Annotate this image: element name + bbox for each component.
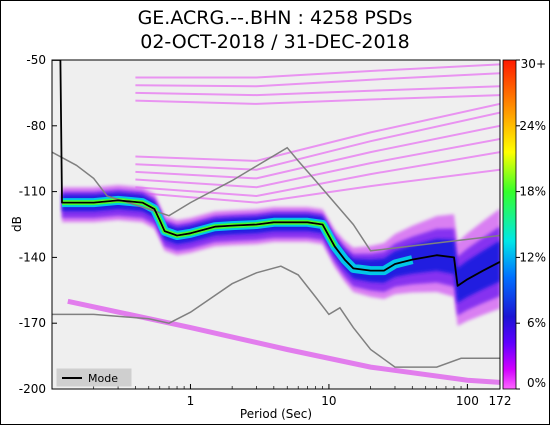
y-tick-label: -140 [19, 250, 46, 264]
legend-box [56, 368, 132, 387]
colorbar: 30+ 24% 18% 12% 6% 0% [502, 57, 546, 390]
high-noise-model-line [52, 146, 500, 252]
plot-frame [51, 59, 501, 390]
colorbar-tick-label: 18% [519, 185, 546, 199]
low-noise-model-line [52, 265, 500, 368]
y-axis-label: dB [10, 216, 24, 232]
y-tick-label: -110 [19, 185, 46, 199]
y-tick-label: -170 [19, 316, 46, 330]
x-tick-label: 10 [321, 394, 336, 408]
colorbar-tick-label: 0% [527, 376, 546, 390]
outlier-psd-line [135, 124, 500, 180]
y-tick-label: -80 [26, 119, 46, 133]
colorbar-tick-label: 6% [527, 316, 546, 330]
outlier-psd-line [135, 151, 500, 198]
outlier-psd-line [135, 72, 500, 88]
y-tick-label: -50 [26, 53, 46, 67]
outlier-psd-line [135, 138, 500, 189]
x-tick-label: 100 [456, 394, 479, 408]
x-axis-label: Period (Sec) [240, 407, 312, 421]
colorbar-tick-label: 24% [519, 119, 546, 133]
outlier-psd-line [135, 111, 500, 171]
chart-title: GE.ACRG.--.BHN : 4258 PSDs [137, 7, 413, 29]
outlier-psd-line [135, 94, 500, 105]
chart-subtitle: 02-OCT-2018 / 31-DEC-2018 [140, 31, 410, 53]
outlier-psd-line [135, 85, 500, 97]
outlier-psd-line [135, 168, 500, 204]
outlier-psd-line [135, 63, 500, 79]
colorbar-tick-label: 30+ [521, 57, 546, 71]
legend-mode-label: Mode [88, 372, 118, 385]
legend: Mode [56, 368, 132, 387]
colorbar-gradient [502, 59, 517, 390]
x-tick-label: 1 [187, 394, 195, 408]
outlier-psd-line [135, 102, 500, 162]
colorbar-tick-label: 12% [519, 250, 546, 264]
y-tick-label: -200 [19, 382, 46, 396]
mode-line [52, 60, 500, 287]
x-tick-label: 172 [489, 394, 512, 408]
